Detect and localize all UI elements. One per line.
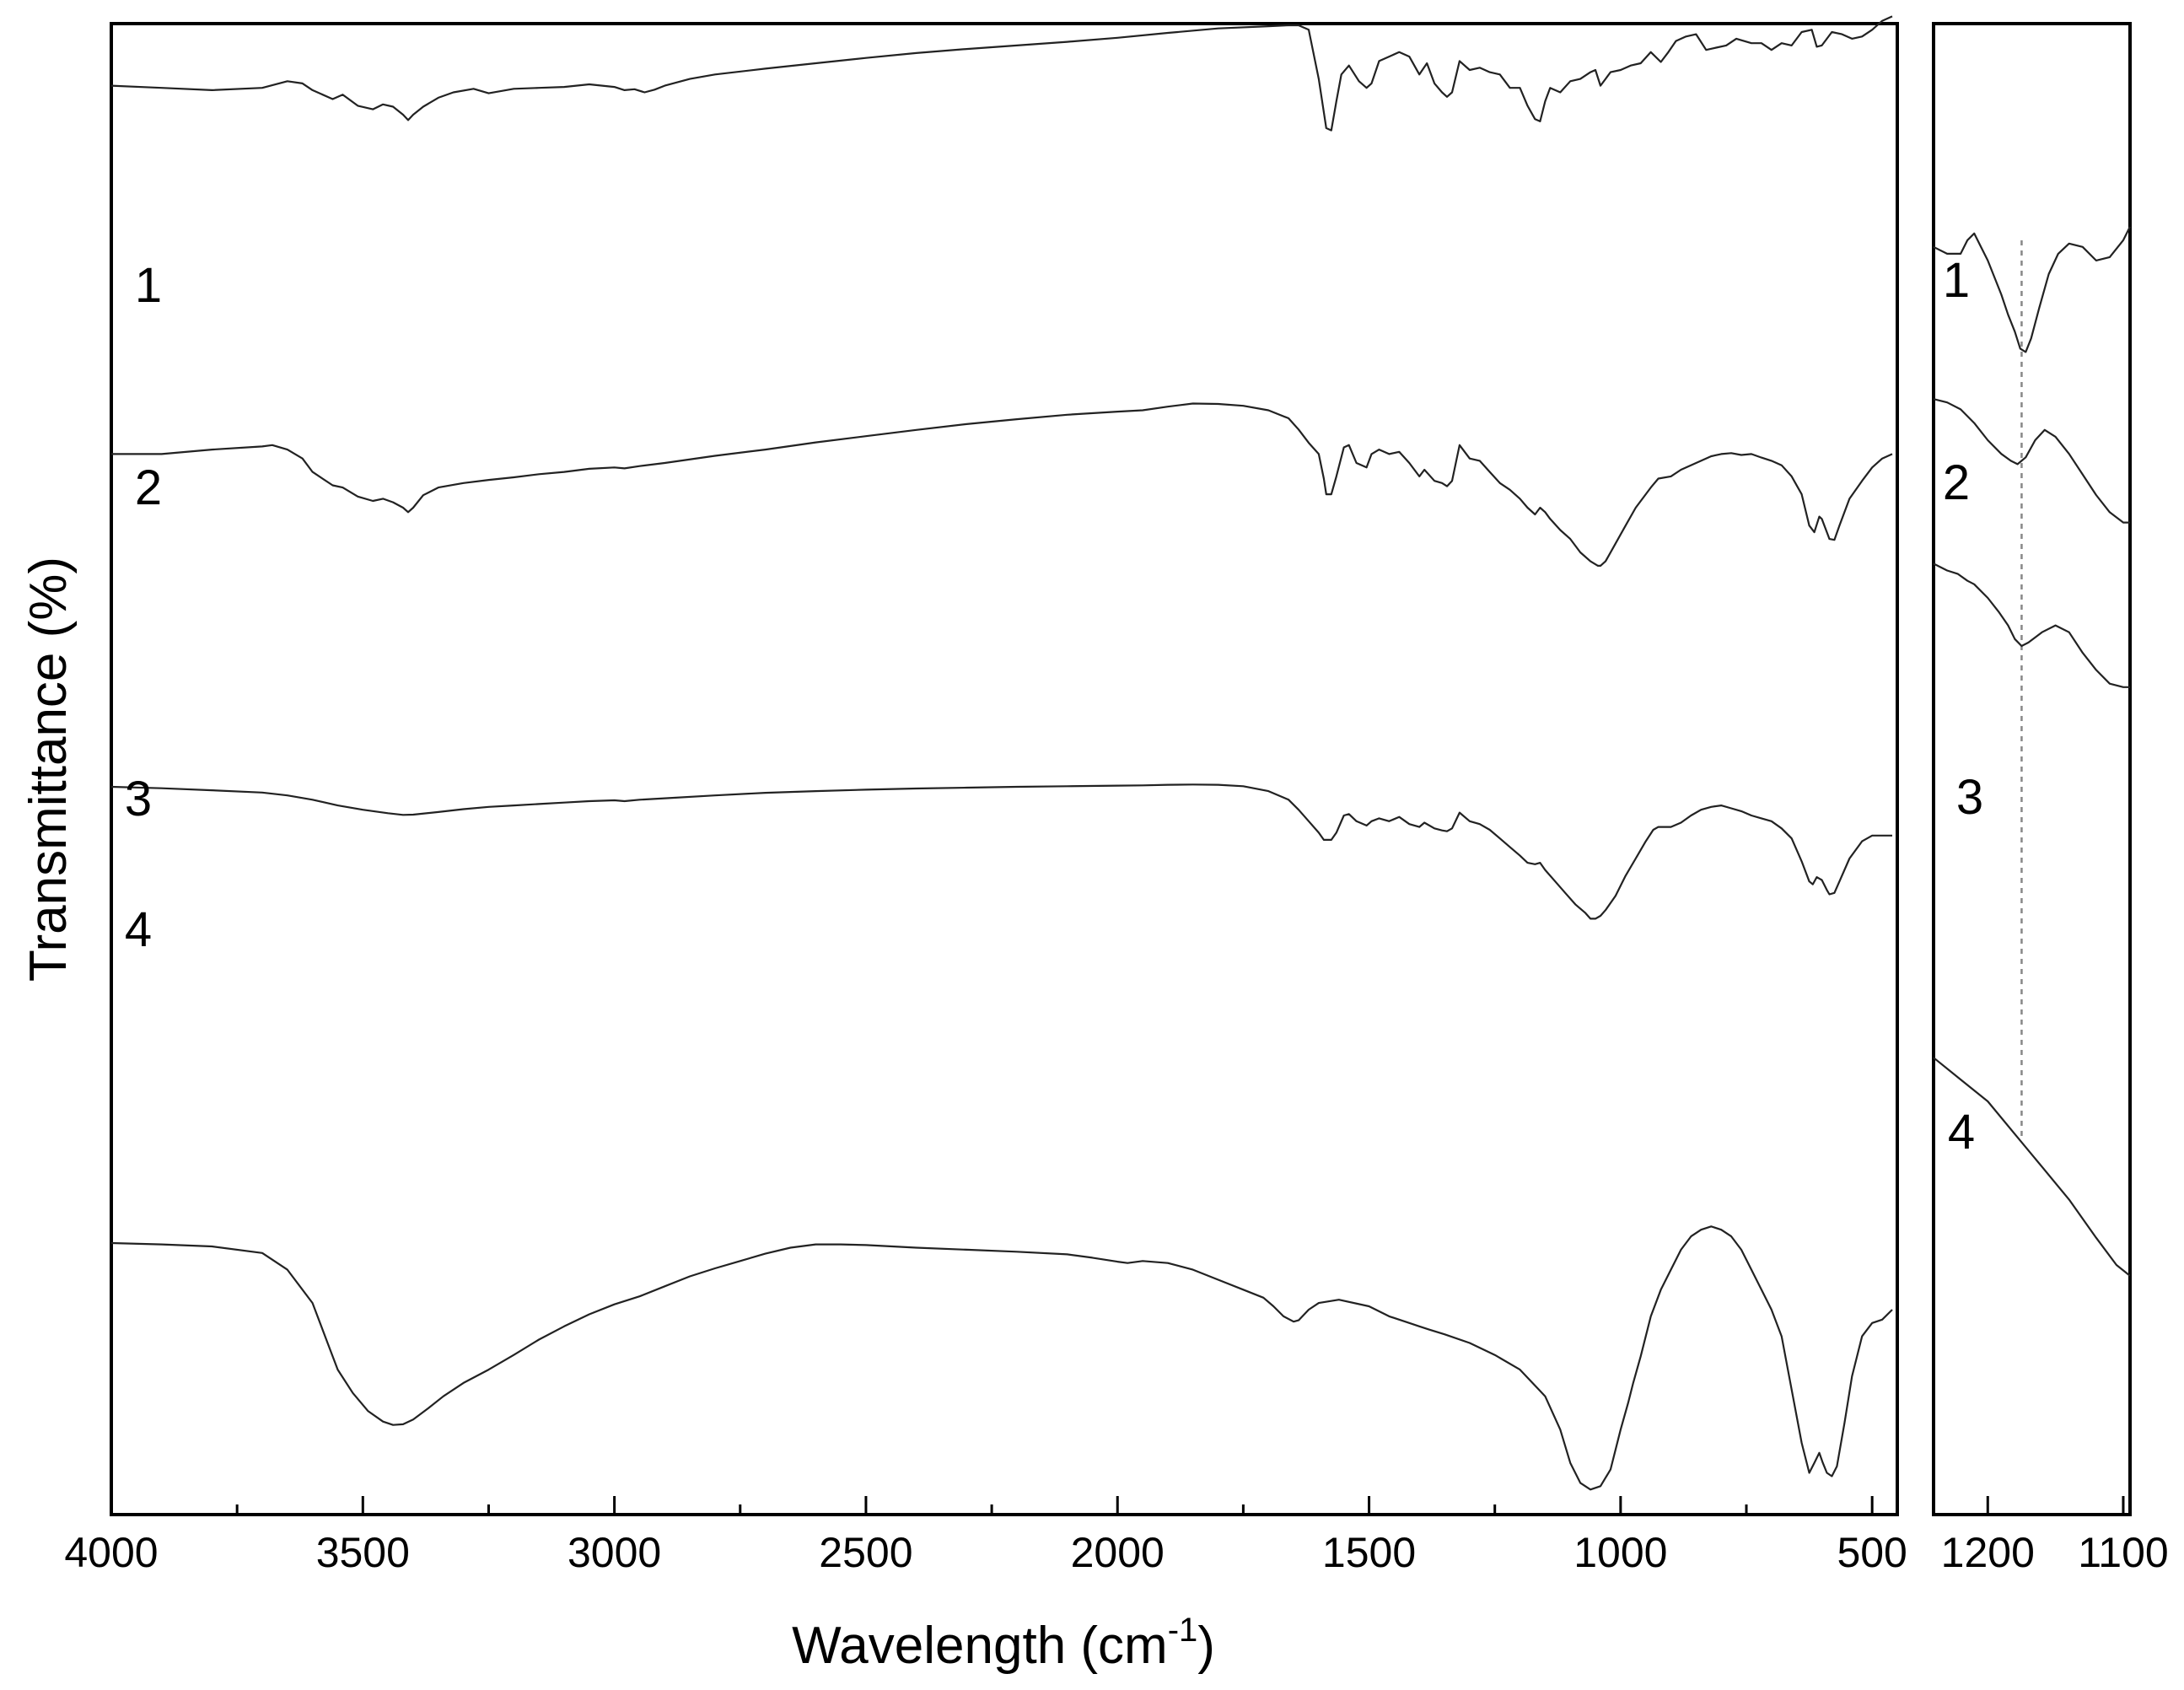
main-trace-2 <box>111 402 1893 567</box>
main-plot-frame <box>110 22 1899 1516</box>
inset-trace-3 <box>1933 562 2130 688</box>
main-x-tick-label: 3000 <box>568 1529 661 1576</box>
main-trace-3 <box>110 783 1892 920</box>
main-x-tick-label: 2500 <box>819 1529 912 1576</box>
x-axis-title: Wavelength (cm-1) <box>792 1612 1215 1675</box>
main-x-tick-label: 4000 <box>64 1529 158 1576</box>
main-spectrum-panel: 4000 3500 3000 2500 2000 1500 1000 500 1 2 3 4 <box>64 15 1907 1576</box>
main-x-tick-label: 500 <box>1837 1529 1907 1576</box>
inset-trace-1 <box>1933 226 2131 353</box>
main-curve-label-4: 4 <box>125 902 152 957</box>
main-trace-1 <box>110 15 1893 132</box>
main-curve-label-2: 2 <box>135 460 162 515</box>
inset-trace-4 <box>1933 1057 2131 1277</box>
main-curve-labels: 1 2 3 4 <box>125 258 162 957</box>
main-x-tick-label: 1000 <box>1573 1529 1667 1576</box>
main-traces <box>110 15 1893 1491</box>
inset-x-tick-label: 1200 <box>1941 1529 2035 1576</box>
main-x-axis: 4000 3500 3000 2500 2000 1500 1000 500 <box>64 1496 1907 1576</box>
main-x-tick-label: 1500 <box>1322 1529 1416 1576</box>
main-curve-label-1: 1 <box>135 258 162 313</box>
inset-x-tick-label: 1100 <box>2078 1529 2169 1576</box>
main-trace-4 <box>110 1225 1893 1491</box>
inset-traces <box>1933 226 2131 1277</box>
main-x-tick-label: 3500 <box>316 1529 410 1576</box>
inset-trace-2 <box>1933 398 2130 524</box>
inset-curve-labels: 1 2 3 4 <box>1943 253 1983 1160</box>
inset-curve-label-2: 2 <box>1943 455 1970 510</box>
x-axis-title-text: Wavelength (cm <box>792 1617 1168 1675</box>
inset-spectrum-panel: 1200 1100 1 2 3 4 <box>1932 22 2169 1576</box>
inset-curve-label-3: 3 <box>1956 770 1983 825</box>
inset-curve-label-1: 1 <box>1943 253 1970 308</box>
inset-x-axis: 1200 1100 <box>1941 1496 2169 1576</box>
inset-curve-label-4: 4 <box>1948 1105 1975 1160</box>
main-curve-label-3: 3 <box>125 772 152 826</box>
x-axis-title-close: ) <box>1197 1617 1215 1675</box>
x-axis-title-superscript: -1 <box>1168 1612 1198 1649</box>
inset-plot-frame <box>1932 22 2132 1516</box>
y-axis-title: Transmittance (%) <box>19 557 78 982</box>
main-x-tick-label: 2000 <box>1071 1529 1165 1576</box>
